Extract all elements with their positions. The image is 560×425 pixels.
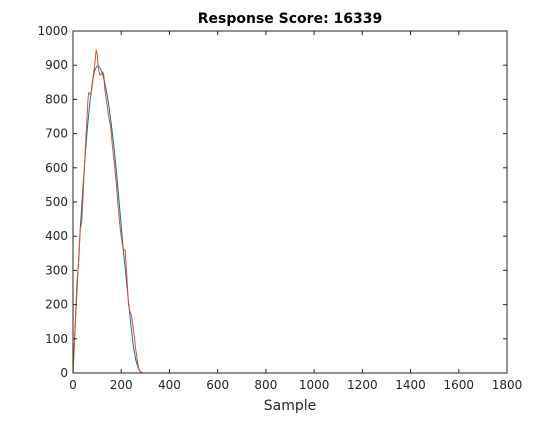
x-tick-label: 1400 bbox=[395, 378, 426, 392]
y-tick-label: 1000 bbox=[37, 24, 68, 38]
x-tick-label: 1800 bbox=[492, 378, 523, 392]
y-tick-label: 700 bbox=[45, 127, 68, 141]
x-axis: 0 200 400 600 800 1000 1200 1400 1600 1800 bbox=[69, 31, 522, 392]
y-axis: 0 100 200 300 400 500 600 700 800 900 1000 bbox=[37, 24, 507, 380]
y-tick-label: 300 bbox=[45, 263, 68, 277]
y-tick-label: 100 bbox=[45, 332, 68, 346]
x-tick-label: 600 bbox=[206, 378, 229, 392]
x-tick-label: 800 bbox=[254, 378, 277, 392]
x-tick-label: 0 bbox=[69, 378, 77, 392]
chart-title: Response Score: 16339 bbox=[198, 11, 383, 27]
y-tick-label: 800 bbox=[45, 92, 68, 106]
x-axis-label: Sample bbox=[264, 398, 317, 414]
plot-area bbox=[73, 31, 507, 373]
y-tick-label: 400 bbox=[45, 229, 68, 243]
y-tick-label: 500 bbox=[45, 195, 68, 209]
series-line-2 bbox=[72, 49, 459, 374]
x-tick-label: 200 bbox=[110, 378, 133, 392]
y-tick-label: 0 bbox=[60, 366, 68, 380]
y-tick-label: 600 bbox=[45, 161, 68, 175]
x-tick-label: 400 bbox=[158, 378, 181, 392]
y-tick-label: 200 bbox=[45, 298, 68, 312]
x-tick-label: 1200 bbox=[347, 378, 378, 392]
x-tick-label: 1600 bbox=[444, 378, 475, 392]
x-tick-label: 1000 bbox=[299, 378, 330, 392]
y-tick-label: 900 bbox=[45, 58, 68, 72]
